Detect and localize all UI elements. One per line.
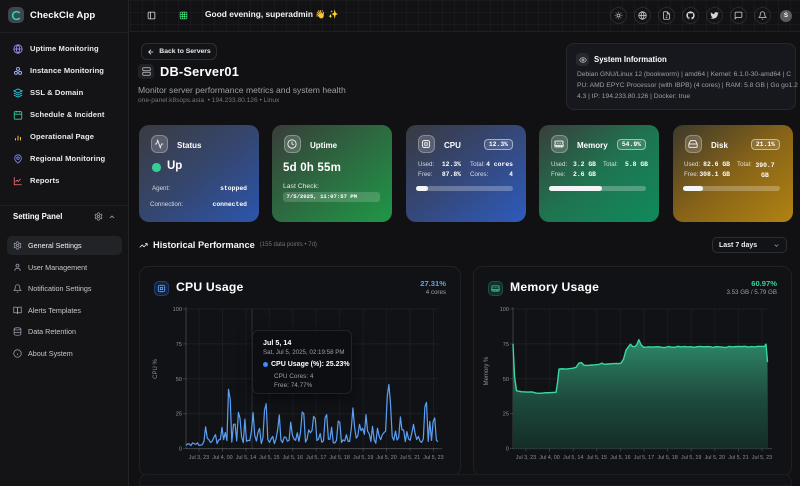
svg-text:CPU %: CPU % (153, 359, 159, 379)
svg-text:Jul 5, 20: Jul 5, 20 (705, 455, 725, 461)
svg-text:25: 25 (176, 412, 182, 418)
svg-text:Jul 5, 17: Jul 5, 17 (306, 455, 326, 461)
svg-text:Jul 3, 23: Jul 3, 23 (189, 455, 209, 461)
svg-text:0: 0 (179, 447, 182, 453)
svg-text:Memory %: Memory % (484, 356, 490, 385)
svg-text:Jul 3, 23: Jul 3, 23 (516, 455, 536, 461)
svg-text:Jul 5, 14: Jul 5, 14 (236, 455, 256, 461)
svg-text:Jul 5, 18: Jul 5, 18 (330, 455, 350, 461)
svg-text:Jul 5, 16: Jul 5, 16 (283, 455, 303, 461)
svg-text:Jul 5, 23: Jul 5, 23 (423, 455, 443, 461)
svg-text:Jul 5, 14: Jul 5, 14 (563, 455, 583, 461)
svg-text:Jul 5, 17: Jul 5, 17 (634, 455, 654, 461)
svg-text:Jul 4, 00: Jul 4, 00 (212, 455, 232, 461)
svg-text:25: 25 (503, 412, 509, 418)
svg-text:Jul 5, 21: Jul 5, 21 (728, 455, 748, 461)
svg-text:Jul 4, 00: Jul 4, 00 (539, 455, 559, 461)
svg-text:100: 100 (500, 307, 509, 313)
svg-text:Jul 5, 15: Jul 5, 15 (259, 455, 279, 461)
svg-text:Jul 5, 19: Jul 5, 19 (681, 455, 701, 461)
svg-text:Jul 5, 16: Jul 5, 16 (610, 455, 630, 461)
svg-text:100: 100 (173, 307, 182, 313)
svg-text:75: 75 (176, 342, 182, 348)
svg-text:50: 50 (503, 377, 509, 383)
svg-text:Jul 5, 15: Jul 5, 15 (587, 455, 607, 461)
svg-text:0: 0 (506, 447, 509, 453)
svg-text:50: 50 (176, 377, 182, 383)
svg-text:Jul 5, 23: Jul 5, 23 (752, 455, 772, 461)
svg-text:Jul 5, 19: Jul 5, 19 (353, 455, 373, 461)
svg-text:75: 75 (503, 342, 509, 348)
svg-text:Jul 5, 20: Jul 5, 20 (376, 455, 396, 461)
svg-text:Jul 5, 21: Jul 5, 21 (400, 455, 420, 461)
svg-text:Jul 5, 18: Jul 5, 18 (657, 455, 677, 461)
